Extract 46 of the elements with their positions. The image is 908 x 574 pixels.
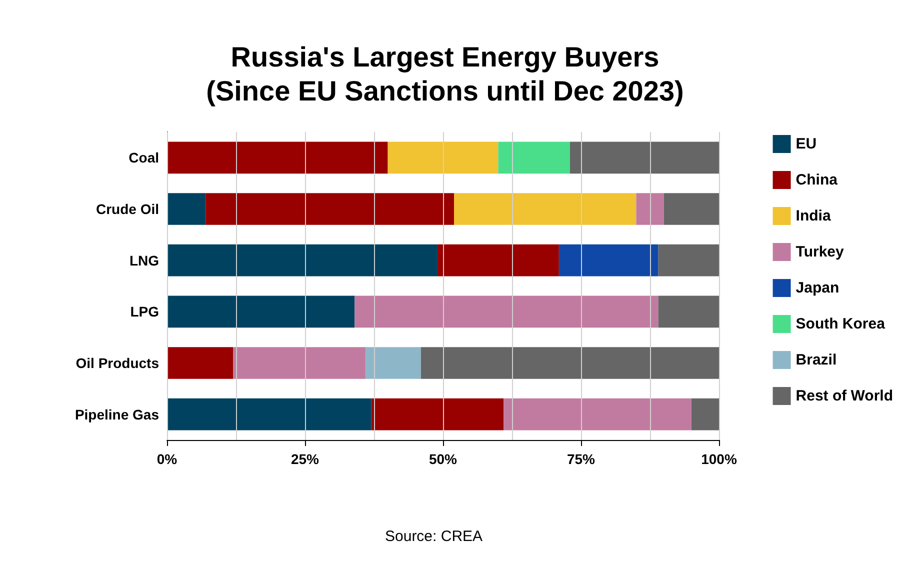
legend-label: India [796, 208, 832, 224]
bar [558, 244, 658, 276]
bar [420, 347, 719, 379]
legend-label: EU [796, 136, 817, 152]
bar [570, 142, 719, 174]
legend-label: China [796, 172, 838, 188]
bar [658, 296, 719, 328]
bar [454, 193, 636, 225]
x-tick-label: 50% [428, 451, 458, 467]
legend-label: Rest of World [796, 388, 894, 404]
legend-label: South Korea [796, 316, 886, 332]
bar [167, 244, 438, 276]
bar [664, 193, 719, 225]
bar [354, 296, 658, 328]
bar [206, 193, 454, 225]
bar [658, 244, 719, 276]
bar [167, 142, 388, 174]
chart-subtitle: (Since EU Sanctions until Dec 2023) [206, 76, 684, 106]
x-tick-label: 0% [156, 451, 178, 467]
bar [167, 347, 234, 379]
legend-label: Japan [796, 280, 840, 296]
chart-title: Russia's Largest Energy Buyers [230, 42, 660, 72]
x-tick-label: 25% [290, 451, 320, 467]
bar [366, 347, 421, 379]
bar [388, 142, 498, 174]
bar [437, 244, 559, 276]
y-tick-label: LNG [129, 252, 160, 268]
source-note: Source: CREA [385, 528, 483, 545]
bar [167, 193, 206, 225]
y-tick-label: Pipeline Gas [74, 406, 160, 422]
bar [636, 193, 664, 225]
y-tick-label: LPG [130, 304, 160, 320]
bar [691, 398, 719, 430]
y-tick-label: Coal [128, 150, 159, 166]
legend-label: Brazil [796, 352, 837, 368]
bar [167, 296, 355, 328]
y-tick-label: Crude Oil [96, 201, 159, 217]
bar [167, 398, 372, 430]
x-tick-label: 100% [701, 451, 738, 467]
x-tick-label: 75% [566, 451, 596, 467]
bar [498, 142, 570, 174]
bar [504, 398, 692, 430]
legend-label: Turkey [796, 244, 845, 260]
y-tick-label: Oil Products [76, 355, 160, 371]
bar [233, 347, 366, 379]
bar [371, 398, 504, 430]
